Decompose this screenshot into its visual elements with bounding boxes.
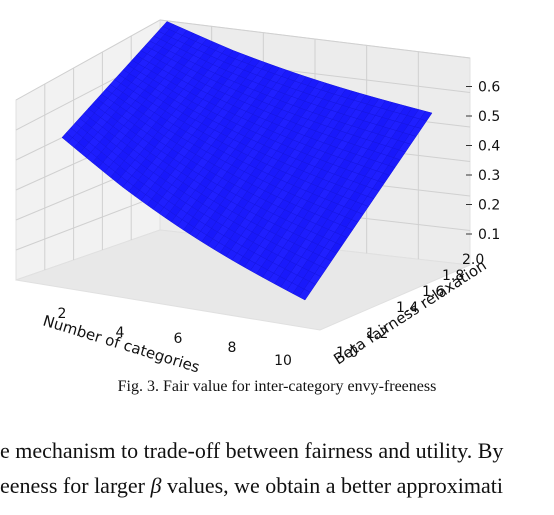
axis-ticks: 0.1 0.2 0.3 0.4 0.5 0.6 2 4 6 8 10 1.0 1.2 1.41.61.82… [58, 80, 501, 370]
y-tick-label: 1.6 [422, 284, 444, 300]
x-tick-label: 4 [116, 325, 125, 341]
y-tick-label: 1.4 [396, 300, 418, 316]
x-tick-label: 8 [228, 340, 237, 356]
y-tick-label: 1.8 [442, 268, 464, 284]
body-text-line-1: e mechanism to trade-off between fairnes… [0, 438, 504, 463]
y-tick-label: 1.0 [336, 345, 358, 361]
x-tick-label: 2 [58, 306, 67, 322]
beta-symbol: β [150, 473, 162, 498]
z-tick-label: 0.3 [478, 168, 500, 184]
grid-line [15, 19, 161, 101]
z-tick-label: 0.4 [478, 139, 500, 155]
z-tick-label: 0.1 [478, 227, 500, 243]
surface-mesh [61, 21, 433, 301]
figure-caption: Fig. 3. Fair value for inter-category en… [117, 378, 437, 395]
body-text-line-2: eeness for larger β values, we obtain a … [0, 473, 503, 499]
y-tick-label: 1.2 [366, 326, 388, 342]
z-tick-label: 0.5 [478, 109, 500, 125]
grid-line [15, 194, 161, 251]
z-tick-label: 0.2 [478, 198, 500, 214]
floor-pane [15, 229, 472, 331]
x-tick-label: 10 [274, 353, 292, 369]
y-tick-label: 2.0 [462, 252, 484, 268]
surface-cell [419, 110, 433, 122]
x-tick-label: 6 [174, 331, 183, 347]
body-text-segment: eeness for larger [0, 473, 151, 498]
grid-line [159, 19, 471, 59]
z-tick-label: 0.6 [478, 80, 500, 96]
body-text-segment: values, we obtain a better approximati [161, 473, 503, 498]
